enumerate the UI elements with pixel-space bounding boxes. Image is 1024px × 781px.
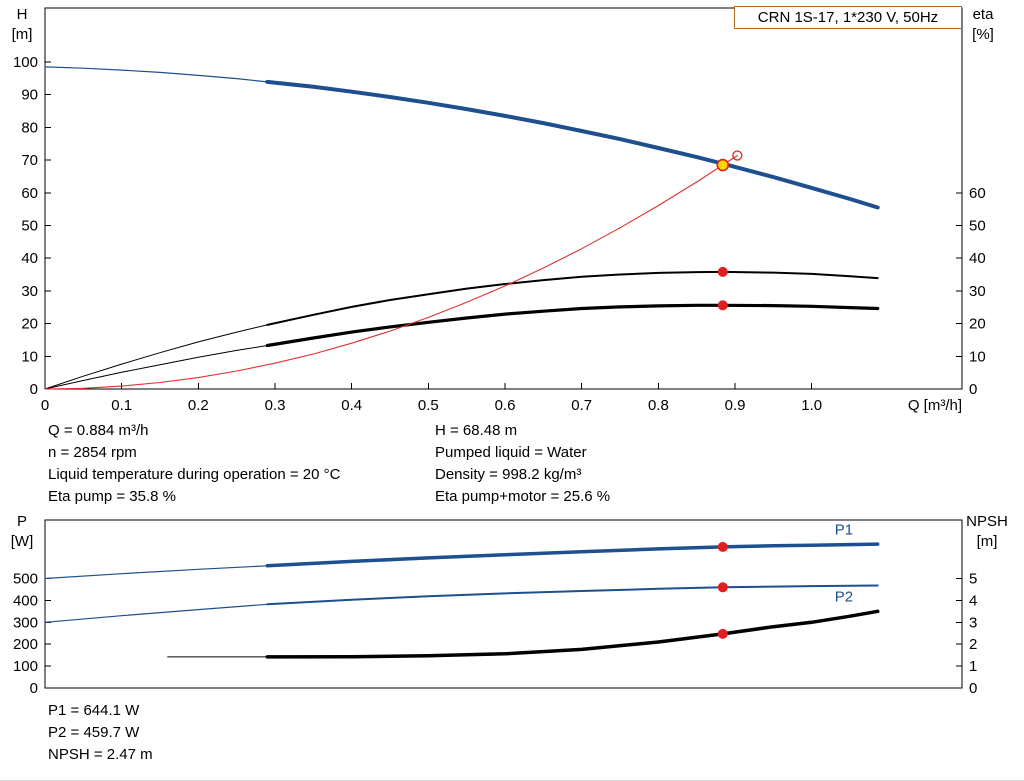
right-tick-label: 1 bbox=[969, 658, 977, 675]
plot-frame bbox=[44, 519, 963, 689]
left-tick-label: 70 bbox=[21, 152, 38, 169]
right-tick-label: 4 bbox=[969, 592, 977, 609]
alt-point-outline bbox=[732, 150, 743, 161]
right-tick-label: 3 bbox=[969, 614, 977, 631]
x-tick-label: 0.2 bbox=[188, 397, 209, 414]
left-tick-label: 200 bbox=[13, 636, 38, 653]
curve-label-p1: P1 bbox=[835, 522, 853, 539]
info-eta-pump: Eta pump = 35.8 % bbox=[48, 488, 176, 505]
npsh-axis-symbol: NPSH bbox=[966, 513, 1008, 530]
curve-p2-thin bbox=[44, 603, 268, 623]
pump-model-box: CRN 1S-17, 1*230 V, 50Hz bbox=[734, 6, 962, 29]
curve-system-curve bbox=[44, 154, 738, 390]
npsh-dot bbox=[717, 628, 728, 639]
left-tick-label: 30 bbox=[21, 283, 38, 300]
eta-axis-symbol: eta bbox=[972, 6, 994, 23]
x-tick-label: 0.6 bbox=[495, 397, 516, 414]
right-tick-label: 2 bbox=[969, 636, 977, 653]
info-pumped-liquid: Pumped liquid = Water bbox=[435, 444, 587, 461]
duty-info-right: H = 68.48 m Pumped liquid = Water Densit… bbox=[435, 420, 610, 508]
x-tick-label: 0.5 bbox=[418, 397, 439, 414]
x-tick-label: 0.8 bbox=[648, 397, 669, 414]
eta-pump-motor-dot bbox=[717, 300, 728, 311]
right-tick-label: 60 bbox=[969, 185, 986, 202]
curve-label-p2: P2 bbox=[835, 588, 853, 605]
duty-info-left: Q = 0.884 m³/h n = 2854 rpm Liquid tempe… bbox=[48, 420, 340, 508]
left-tick-label: 60 bbox=[21, 185, 38, 202]
p2-dot bbox=[717, 582, 728, 593]
curve-eta-pump-thin bbox=[44, 324, 268, 390]
performance-chart: 0 10 20 30 40 50 60 70 80 90 100 0 10 20 30 40 50 60 0 0.1 0… bbox=[13, 7, 986, 414]
left-tick-label: 0 bbox=[30, 381, 38, 398]
duty-point[interactable] bbox=[716, 158, 730, 172]
right-tick-label: 5 bbox=[969, 570, 977, 587]
info-speed: n = 2854 rpm bbox=[48, 444, 137, 461]
left-tick-label: 100 bbox=[13, 658, 38, 675]
curve-eta-pump bbox=[266, 270, 879, 326]
x-axis-title: Q [m³/h] bbox=[908, 397, 962, 414]
plot-frame bbox=[44, 7, 963, 390]
left-tick-label: 50 bbox=[21, 217, 38, 234]
info-liquid-temp: Liquid temperature during operation = 20… bbox=[48, 466, 341, 483]
info-flow: Q = 0.884 m³/h bbox=[48, 422, 149, 439]
right-tick-label: 30 bbox=[969, 283, 986, 300]
x-tick-label: 1.0 bbox=[801, 397, 822, 414]
left-tick-label: 100 bbox=[13, 54, 38, 71]
left-tick-label: 0 bbox=[30, 680, 38, 697]
x-tick-label: 0.9 bbox=[725, 397, 746, 414]
right-tick-label: 50 bbox=[969, 217, 986, 234]
result-npsh: NPSH = 2.47 m bbox=[48, 746, 153, 763]
curve-p2 bbox=[266, 584, 879, 606]
x-tick-label: 0.3 bbox=[265, 397, 286, 414]
x-tick-label: 0.1 bbox=[111, 397, 132, 414]
head-axis-symbol: H bbox=[16, 6, 28, 23]
curve-p1-thin bbox=[44, 565, 268, 580]
curve-p1 bbox=[265, 542, 880, 568]
x-tick-label: 0.4 bbox=[341, 397, 362, 414]
info-head: H = 68.48 m bbox=[435, 422, 518, 439]
x-tick-label: 0 bbox=[41, 397, 49, 414]
left-tick-label: 80 bbox=[21, 119, 38, 136]
right-tick-label: 0 bbox=[969, 381, 977, 398]
left-tick-label: 10 bbox=[21, 348, 38, 365]
npsh-axis-unit: [m] bbox=[976, 533, 998, 550]
curve-npsh bbox=[265, 609, 880, 659]
curve-eta-pump-motor-thin bbox=[44, 345, 268, 390]
result-p1: P1 = 644.1 W bbox=[48, 702, 140, 719]
right-tick-label: 20 bbox=[969, 316, 986, 333]
left-tick-label: 40 bbox=[21, 250, 38, 267]
x-tick-label: 0.7 bbox=[571, 397, 592, 414]
info-eta-pump-motor: Eta pump+motor = 25.6 % bbox=[435, 488, 611, 505]
left-tick-label: 400 bbox=[13, 592, 38, 609]
right-tick-label: 40 bbox=[969, 250, 986, 267]
head-axis-unit: [m] bbox=[11, 26, 33, 43]
curve-head-curve-thin bbox=[44, 66, 268, 83]
power-axis-label: P [W] bbox=[6, 512, 38, 552]
eta-axis-unit: [%] bbox=[972, 26, 994, 43]
power-axis-symbol: P bbox=[16, 513, 27, 530]
left-tick-label: 90 bbox=[21, 87, 38, 104]
info-density: Density = 998.2 kg/m³ bbox=[435, 466, 582, 483]
power-npsh-chart: 0 100 200 300 400 500 0 1 2 3 4 5 P1 P2 bbox=[13, 519, 977, 697]
head-axis-label: H [m] bbox=[6, 5, 38, 45]
right-tick-label: 0 bbox=[969, 680, 977, 697]
p1-dot bbox=[717, 541, 728, 552]
curve-eta-pump-motor bbox=[265, 303, 880, 348]
right-tick-label: 10 bbox=[969, 348, 986, 365]
npsh-axis-label: NPSH [m] bbox=[962, 512, 1012, 552]
eta-axis-label: eta [%] bbox=[964, 5, 1002, 45]
eta-pump-dot bbox=[717, 266, 728, 277]
curve-head-curve bbox=[265, 79, 880, 210]
left-tick-label: 20 bbox=[21, 316, 38, 333]
results-block: P1 = 644.1 W P2 = 459.7 W NPSH = 2.47 m bbox=[48, 700, 153, 766]
result-p2: P2 = 459.7 W bbox=[48, 724, 140, 741]
left-tick-label: 500 bbox=[13, 570, 38, 587]
left-tick-label: 300 bbox=[13, 614, 38, 631]
power-axis-unit: [W] bbox=[10, 533, 34, 550]
